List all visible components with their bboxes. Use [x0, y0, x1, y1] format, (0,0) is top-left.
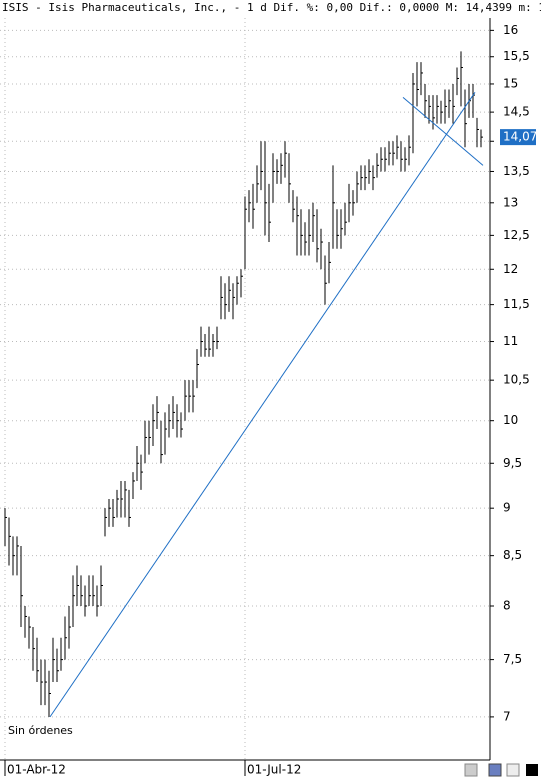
color-icon[interactable] — [526, 764, 538, 776]
y-tick-label: 7,5 — [503, 652, 522, 666]
y-tick-label: 10 — [503, 413, 518, 427]
trendline — [402, 96, 484, 166]
annotation: Sin órdenes — [8, 724, 73, 737]
y-tick-label: 9 — [503, 501, 511, 515]
chart-title: ISIS - Isis Pharmaceuticals, Inc., - 1 d… — [2, 1, 541, 14]
y-tick-label: 11,5 — [503, 297, 530, 311]
y-tick-label: 12,5 — [503, 228, 530, 242]
y-tick-label: 11 — [503, 334, 518, 348]
last-price-label: 14,07 — [503, 130, 537, 144]
x-tick-label: 01-Jul-12 — [247, 763, 301, 777]
save-icon[interactable] — [488, 763, 502, 777]
toolbar-icon[interactable] — [464, 763, 478, 777]
pin-icon[interactable] — [506, 763, 520, 777]
y-tick-label: 15 — [503, 76, 518, 90]
last-price-box — [500, 129, 536, 146]
y-tick-label: 14,5 — [503, 105, 530, 119]
y-tick-label: 8 — [503, 599, 511, 613]
y-tick-label: 16 — [503, 23, 518, 37]
y-tick-label: 13,5 — [503, 164, 530, 178]
y-tick-label: 13 — [503, 195, 518, 209]
y-tick-label: 12 — [503, 262, 518, 276]
y-tick-label: 9,5 — [503, 456, 522, 470]
y-tick-label: 15,5 — [503, 49, 530, 63]
x-tick-label: 01-Abr-12 — [7, 763, 66, 777]
y-tick-label: 7 — [503, 709, 511, 723]
y-tick-label: 10,5 — [503, 373, 530, 387]
y-tick-label: 8,5 — [503, 548, 522, 562]
trendline — [49, 92, 476, 718]
